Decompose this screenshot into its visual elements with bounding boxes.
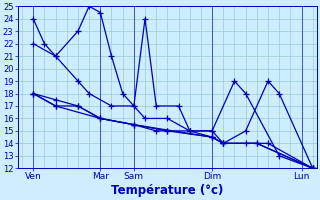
X-axis label: Température (°c): Température (°c) bbox=[111, 184, 224, 197]
